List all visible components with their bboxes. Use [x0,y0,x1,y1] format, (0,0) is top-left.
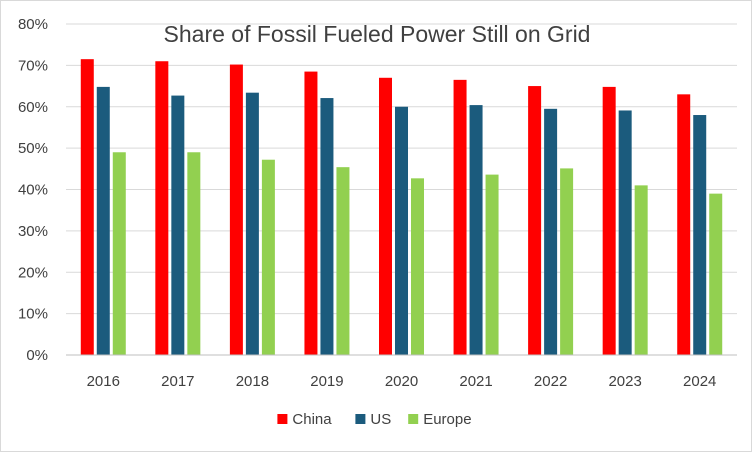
bar-europe-2016 [112,152,126,355]
x-tick-label: 2020 [385,373,418,390]
bar-europe-2024 [709,193,723,355]
y-tick-label: 50% [18,140,48,157]
bar-europe-2023 [634,185,648,355]
legend-label-china: China [292,411,332,428]
bar-us-2019 [320,98,334,355]
bar-us-2016 [96,86,110,355]
y-tick-label: 30% [18,223,48,240]
legend-label-us: US [370,411,391,428]
bar-china-2016 [80,59,94,355]
y-tick-label: 80% [18,16,48,33]
bar-us-2023 [618,110,632,355]
x-tick-label: 2017 [161,373,194,390]
legend-swatch-europe [408,414,419,424]
x-tick-label: 2019 [310,373,343,390]
bar-us-2018 [245,92,259,356]
y-tick-label: 70% [18,57,48,74]
x-tick-label: 2018 [236,373,269,390]
bars [80,59,723,356]
y-tick-label: 10% [18,306,48,323]
bar-us-2020 [395,106,408,355]
bar-china-2024 [677,94,691,356]
bar-us-2022 [544,108,558,355]
x-tick-label: 2023 [608,373,641,390]
legend-label-europe: Europe [423,411,471,428]
chart-title: Share of Fossil Fueled Power Still on Gr… [164,21,591,47]
bar-europe-2018 [261,159,275,355]
bar-china-2021 [453,79,467,355]
bar-europe-2022 [560,168,574,355]
bar-china-2018 [229,64,243,356]
bar-china-2020 [379,77,392,355]
bar-china-2022 [528,86,542,355]
x-tick-label: 2021 [459,373,492,390]
bar-europe-2020 [411,178,424,355]
bar-us-2024 [693,115,707,356]
x-tick-label: 2016 [87,373,120,390]
x-tick-label: 2024 [683,373,716,390]
y-tick-label: 20% [18,264,48,281]
y-tick-label: 60% [18,99,48,116]
legend-swatch-china [277,414,288,424]
x-tick-label: 2022 [534,373,567,390]
bar-china-2023 [602,86,616,355]
y-tick-label: 40% [18,182,48,199]
bar-us-2017 [171,95,185,356]
axes: 0% 10% 20% 30% 40% 50% 60% 70% 80% 2016 2017 2018 20… [18,16,737,390]
y-tick-label: 0% [26,347,48,364]
bar-europe-2021 [485,174,499,355]
bar-europe-2019 [336,167,350,355]
legend-swatch-us [355,414,366,424]
bar-china-2019 [304,71,318,356]
bar-china-2017 [155,61,169,356]
bar-us-2021 [469,105,483,355]
legend: China US Europe [277,411,472,428]
bar-europe-2017 [187,152,201,355]
